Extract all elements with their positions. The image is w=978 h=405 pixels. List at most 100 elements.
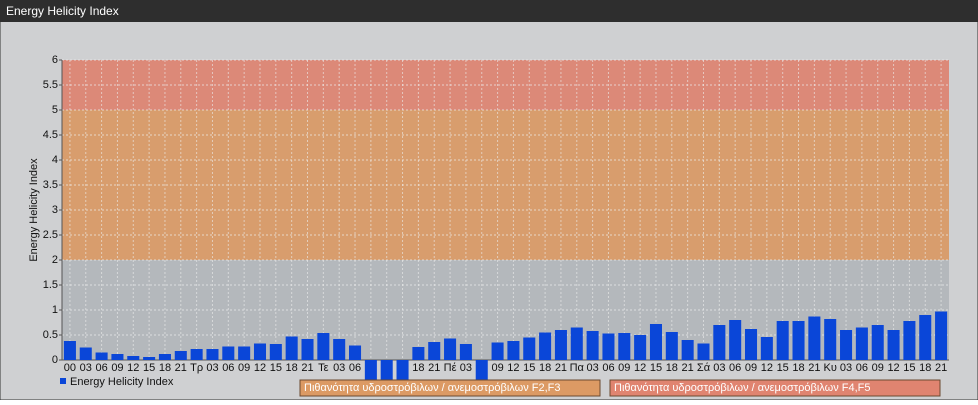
bar <box>729 320 742 360</box>
x-tick-label: 21 <box>808 362 820 374</box>
x-tick-label: 06 <box>222 362 234 374</box>
band-button[interactable] <box>609 379 941 397</box>
y-tick-label: 2.5 <box>43 229 58 241</box>
bar <box>222 346 235 360</box>
bar <box>63 341 76 360</box>
risk-band <box>62 60 949 110</box>
header-title: Energy Helicity Index <box>6 4 119 18</box>
bar <box>333 339 346 360</box>
x-tick-label: 03 <box>333 362 345 374</box>
bar <box>491 342 504 360</box>
y-tick-label: 2 <box>52 254 58 266</box>
bar <box>349 345 362 360</box>
x-tick-label: 09 <box>872 362 884 374</box>
x-tick-label: Πα <box>570 362 585 374</box>
y-axis-label: Energy Helicity Index <box>28 158 40 262</box>
bar <box>444 338 457 360</box>
bar <box>935 311 948 360</box>
bar <box>776 321 789 360</box>
x-tick-label: 00 <box>64 362 76 374</box>
bar <box>871 325 884 360</box>
bar <box>380 360 393 383</box>
x-tick-label: 06 <box>602 362 614 374</box>
x-tick-label: Τε <box>318 362 329 374</box>
bar <box>919 315 932 360</box>
x-tick-label: 03 <box>206 362 218 374</box>
bar <box>808 316 821 360</box>
y-tick-label: 6 <box>52 54 58 66</box>
bar <box>681 340 694 360</box>
bar <box>586 331 599 360</box>
bar <box>665 332 678 360</box>
bar <box>840 330 853 360</box>
y-tick-label: 1 <box>52 304 58 316</box>
x-tick-label: 03 <box>713 362 725 374</box>
bar <box>396 360 409 385</box>
x-tick-label: 06 <box>729 362 741 374</box>
y-tick-label: 0.5 <box>43 329 58 341</box>
bar <box>744 329 758 360</box>
bar <box>903 321 916 360</box>
x-tick-label: 18 <box>539 362 551 374</box>
bar <box>412 347 425 360</box>
bar <box>174 351 187 360</box>
x-tick-label: 18 <box>792 362 804 374</box>
legend-label: Energy Helicity Index <box>70 376 174 388</box>
x-tick-label: 15 <box>650 362 662 374</box>
bar <box>285 336 298 360</box>
bar <box>428 342 441 360</box>
x-tick-label: 15 <box>903 362 915 374</box>
bar <box>238 346 251 360</box>
y-tick-label: 3 <box>52 204 58 216</box>
bar <box>206 349 219 360</box>
x-tick-label: 15 <box>523 362 535 374</box>
bar <box>507 341 520 360</box>
x-tick-label: 06 <box>856 362 868 374</box>
x-tick-label: 15 <box>270 362 282 374</box>
bar <box>364 360 377 385</box>
bar <box>127 356 140 360</box>
x-tick-label: 09 <box>618 362 630 374</box>
x-tick-label: 21 <box>555 362 567 374</box>
bar <box>539 332 552 360</box>
x-tick-label: 18 <box>919 362 931 374</box>
x-tick-label: Σά <box>697 362 711 374</box>
x-tick-label: 21 <box>428 362 440 374</box>
bar <box>459 344 472 360</box>
x-tick-label: 09 <box>491 362 503 374</box>
bar <box>554 330 567 360</box>
bar <box>855 327 868 360</box>
bar <box>79 347 92 360</box>
x-tick-label: 15 <box>777 362 789 374</box>
x-tick-label: 21 <box>935 362 947 374</box>
bar <box>190 349 203 360</box>
bar <box>760 337 773 360</box>
y-tick-label: 5.5 <box>43 79 58 91</box>
band-button-label: Πιθανότητα υδροστρόβιλων / ανεμοστρόβιλω… <box>304 382 561 394</box>
x-tick-label: 09 <box>745 362 757 374</box>
bar <box>887 330 900 360</box>
bar <box>301 339 314 360</box>
bar <box>824 319 837 360</box>
x-tick-label: 06 <box>349 362 361 374</box>
risk-band <box>62 110 949 260</box>
x-tick-label: 12 <box>634 362 646 374</box>
x-tick-label: 18 <box>666 362 678 374</box>
y-tick-label: 0 <box>52 354 58 366</box>
bar <box>475 360 488 383</box>
x-tick-label: 18 <box>412 362 424 374</box>
y-tick-label: 4 <box>52 154 58 166</box>
x-tick-label: 03 <box>840 362 852 374</box>
x-tick-label: 12 <box>254 362 266 374</box>
bar <box>111 354 124 360</box>
band-button[interactable] <box>299 379 601 397</box>
x-tick-label: Κυ <box>824 362 837 374</box>
bar <box>269 344 282 360</box>
legend-swatch <box>60 378 66 384</box>
bar <box>602 333 615 360</box>
y-tick-label: 4.5 <box>43 129 58 141</box>
x-tick-label: 12 <box>887 362 899 374</box>
x-tick-label: 21 <box>301 362 313 374</box>
bar <box>253 343 267 360</box>
